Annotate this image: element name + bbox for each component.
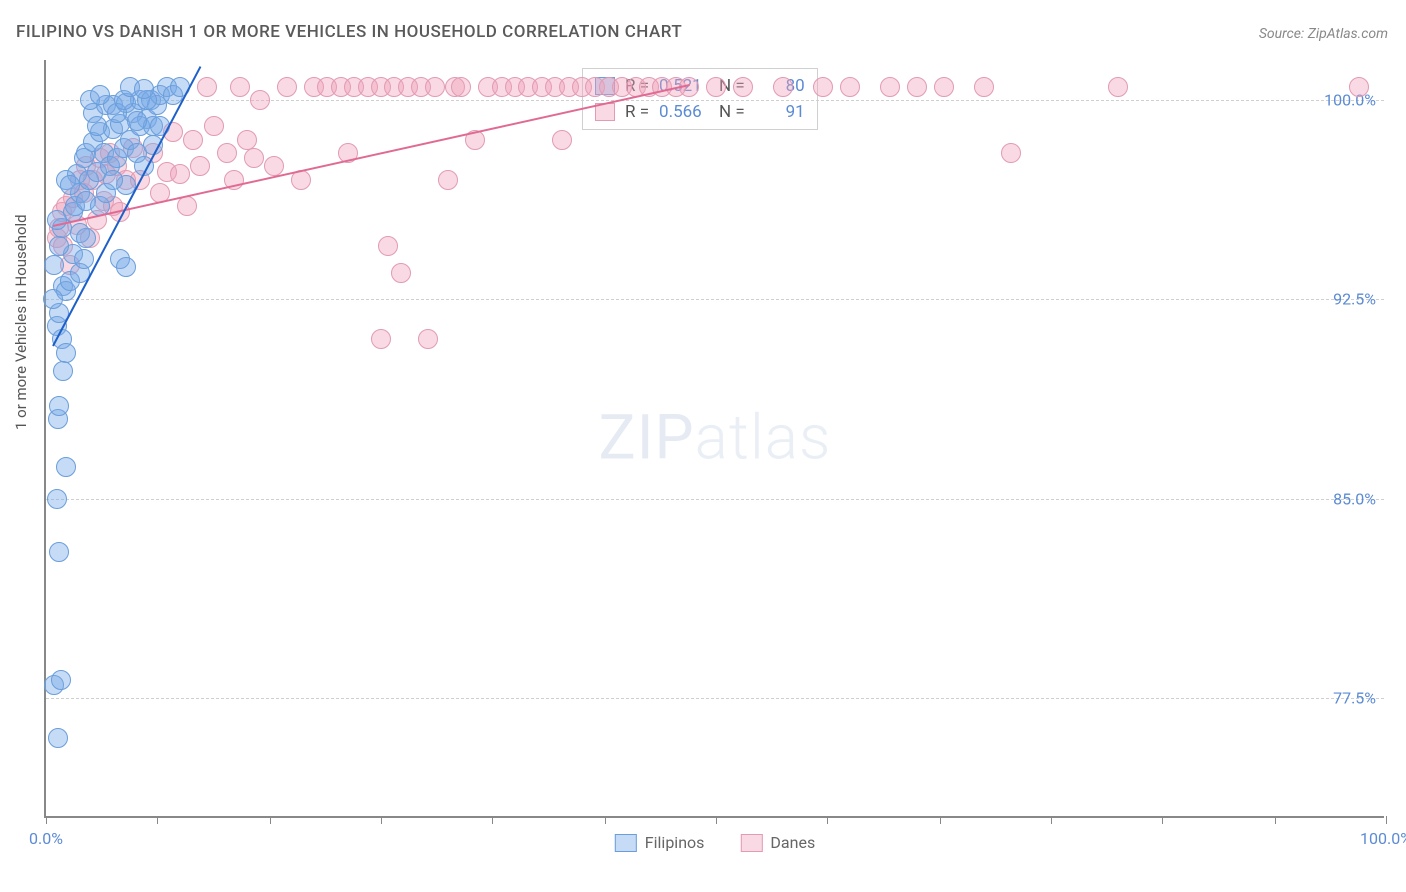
stat-label: R = xyxy=(625,102,649,122)
point-filipinos xyxy=(74,249,94,269)
x-tick xyxy=(46,816,47,824)
point-danes xyxy=(974,77,994,97)
point-danes xyxy=(706,77,726,97)
point-danes xyxy=(438,170,458,190)
point-filipinos xyxy=(49,396,69,416)
point-danes xyxy=(378,236,398,256)
point-filipinos xyxy=(49,542,69,562)
point-filipinos xyxy=(47,210,67,230)
point-danes xyxy=(391,263,411,283)
point-danes xyxy=(170,164,190,184)
chart-title: FILIPINO VS DANISH 1 OR MORE VEHICLES IN… xyxy=(16,22,682,42)
x-tick xyxy=(1051,816,1052,824)
point-danes xyxy=(773,77,793,97)
x-tick xyxy=(157,816,158,824)
x-tick xyxy=(940,816,941,824)
point-danes xyxy=(204,116,224,136)
y-tick-label: 92.5% xyxy=(1333,290,1376,309)
point-filipinos xyxy=(49,236,69,256)
stat-n-value: 91 xyxy=(755,102,805,122)
x-tick xyxy=(1162,816,1163,824)
point-filipinos xyxy=(43,289,63,309)
gridline xyxy=(46,698,1384,699)
point-danes xyxy=(418,329,438,349)
point-filipinos xyxy=(116,257,136,277)
swatch-blue xyxy=(615,834,637,852)
point-danes xyxy=(177,196,197,216)
point-danes xyxy=(552,130,572,150)
point-filipinos xyxy=(87,116,107,136)
stat-r-value: 0.566 xyxy=(659,102,709,122)
point-danes xyxy=(230,77,250,97)
point-danes xyxy=(244,148,264,168)
x-tick-label: 0.0% xyxy=(29,829,63,848)
x-tick xyxy=(1386,816,1387,824)
point-danes xyxy=(880,77,900,97)
point-danes xyxy=(371,329,391,349)
point-filipinos xyxy=(134,79,154,99)
point-danes xyxy=(237,130,257,150)
legend-item-filipinos: Filipinos xyxy=(615,833,705,852)
y-tick-label: 77.5% xyxy=(1333,689,1376,708)
point-danes xyxy=(183,130,203,150)
x-tick xyxy=(1275,816,1276,824)
y-tick-label: 85.0% xyxy=(1333,489,1376,508)
point-danes xyxy=(1349,77,1369,97)
point-danes xyxy=(190,156,210,176)
stats-row: R = 0.566 N = 91 xyxy=(583,99,817,125)
stat-label: N = xyxy=(719,102,745,122)
point-filipinos xyxy=(47,489,67,509)
point-danes xyxy=(217,143,237,163)
point-danes xyxy=(813,77,833,97)
point-filipinos xyxy=(60,175,80,195)
x-tick xyxy=(827,816,828,824)
point-filipinos xyxy=(127,111,147,131)
point-filipinos xyxy=(90,85,110,105)
plot-area: ZIPatlas R =0.521N =80R =0.566N =91 Fili… xyxy=(44,60,1384,818)
point-danes xyxy=(250,90,270,110)
gridline xyxy=(46,499,1384,500)
point-filipinos xyxy=(48,728,68,748)
x-tick-label: 100.0% xyxy=(1360,829,1406,848)
point-filipinos xyxy=(56,343,76,363)
point-danes xyxy=(197,77,217,97)
gridline xyxy=(46,100,1384,101)
point-danes xyxy=(1108,77,1128,97)
x-tick xyxy=(605,816,606,824)
swatch-pink xyxy=(740,834,762,852)
point-danes xyxy=(1001,143,1021,163)
point-danes xyxy=(451,77,471,97)
point-filipinos xyxy=(76,228,96,248)
point-danes xyxy=(907,77,927,97)
watermark: ZIPatlas xyxy=(599,402,832,475)
legend-label: Danes xyxy=(770,833,815,852)
x-tick xyxy=(716,816,717,824)
point-danes xyxy=(840,77,860,97)
point-filipinos xyxy=(51,670,71,690)
point-filipinos xyxy=(53,361,73,381)
legend-label: Filipinos xyxy=(645,833,705,852)
legend-item-danes: Danes xyxy=(740,833,815,852)
source-label: Source: ZipAtlas.com xyxy=(1259,26,1388,42)
point-danes xyxy=(934,77,954,97)
y-axis-label: 1 or more Vehicles in Household xyxy=(12,214,30,430)
point-danes xyxy=(425,77,445,97)
x-tick xyxy=(270,816,271,824)
point-danes xyxy=(277,77,297,97)
point-danes xyxy=(733,77,753,97)
x-tick xyxy=(492,816,493,824)
point-filipinos xyxy=(56,457,76,477)
point-filipinos xyxy=(103,170,123,190)
point-filipinos xyxy=(44,255,64,275)
bottom-legend: Filipinos Danes xyxy=(615,833,815,852)
gridline xyxy=(46,299,1384,300)
y-tick-label: 100.0% xyxy=(1324,90,1376,109)
x-tick xyxy=(381,816,382,824)
